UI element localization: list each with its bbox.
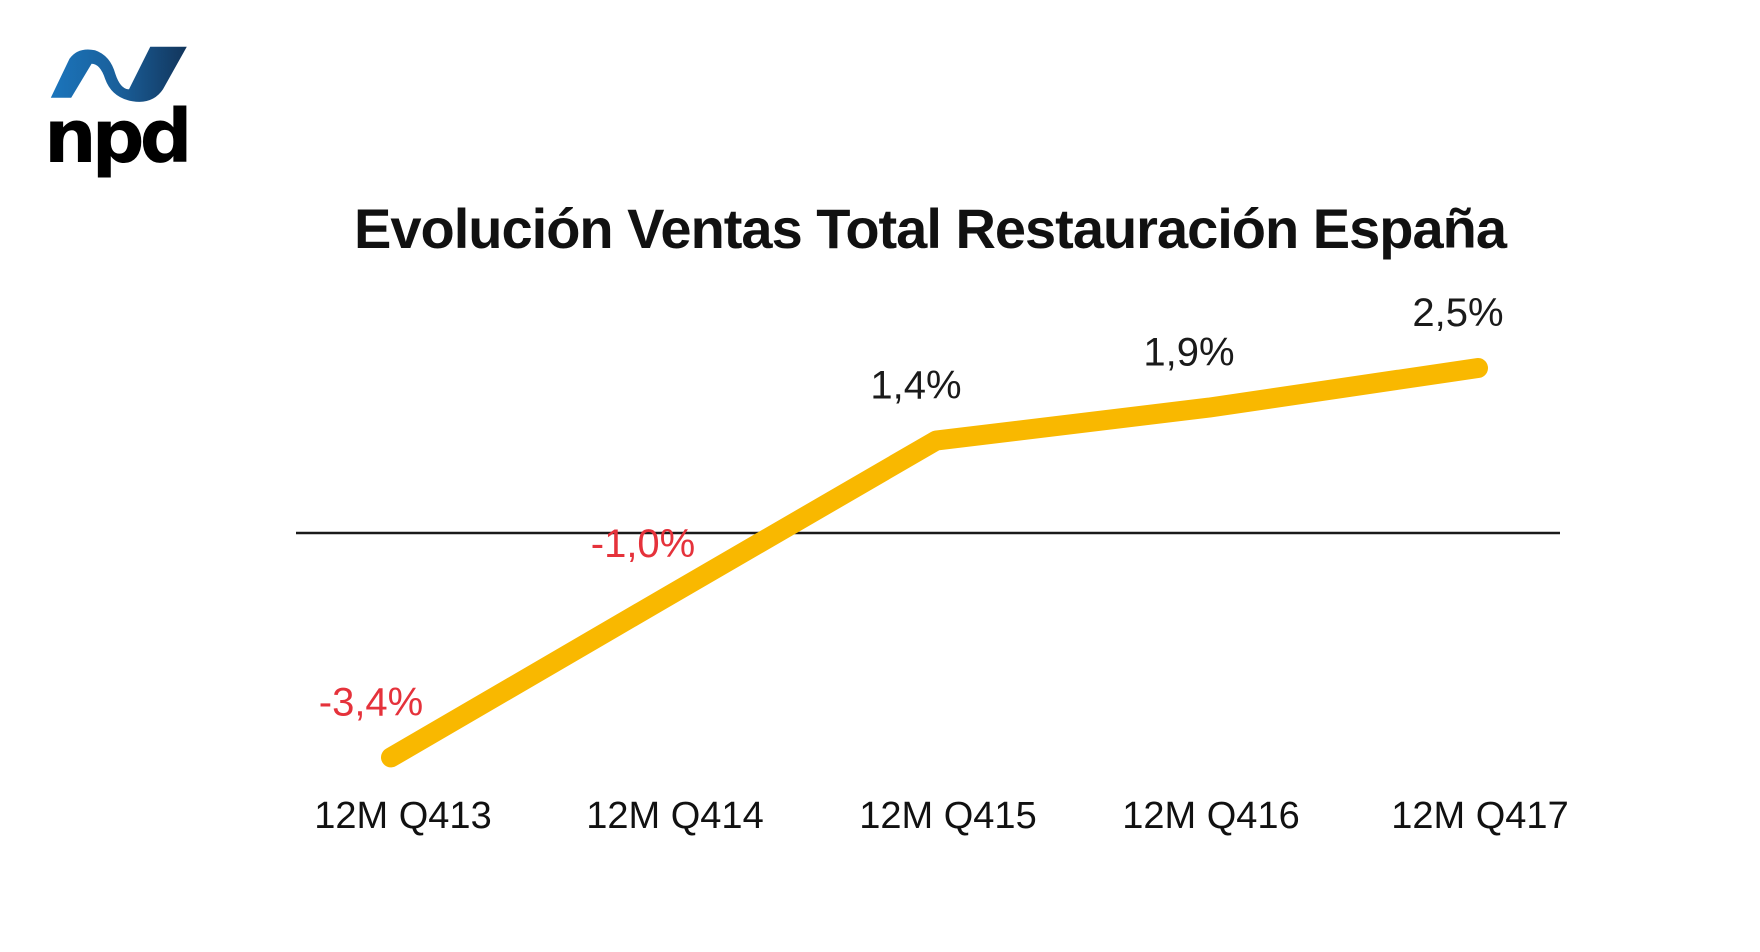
series-line — [381, 358, 1488, 768]
x-tick-label: 12M Q415 — [859, 795, 1036, 837]
data-point — [1477, 367, 1479, 369]
data-point — [935, 439, 937, 442]
data-point — [662, 598, 664, 600]
data-label: -1,0% — [591, 522, 696, 566]
data-label: 1,4% — [870, 364, 961, 408]
data-label: 1,9% — [1143, 331, 1234, 375]
x-tick-label: 12M Q416 — [1122, 795, 1299, 837]
data-point — [390, 756, 392, 759]
x-tick-label: 12M Q417 — [1391, 795, 1568, 837]
x-tick-label: 12M Q413 — [314, 795, 491, 837]
data-label: 2,5% — [1412, 291, 1503, 335]
x-tick-label: 12M Q414 — [586, 795, 763, 837]
chart-title: Evolución Ventas Total Restauración Espa… — [354, 197, 1507, 260]
data-point — [1208, 406, 1210, 409]
npd-logo-text: npd — [44, 94, 193, 180]
data-label: -3,4% — [319, 680, 424, 724]
npd-logo-mark — [50, 46, 187, 102]
